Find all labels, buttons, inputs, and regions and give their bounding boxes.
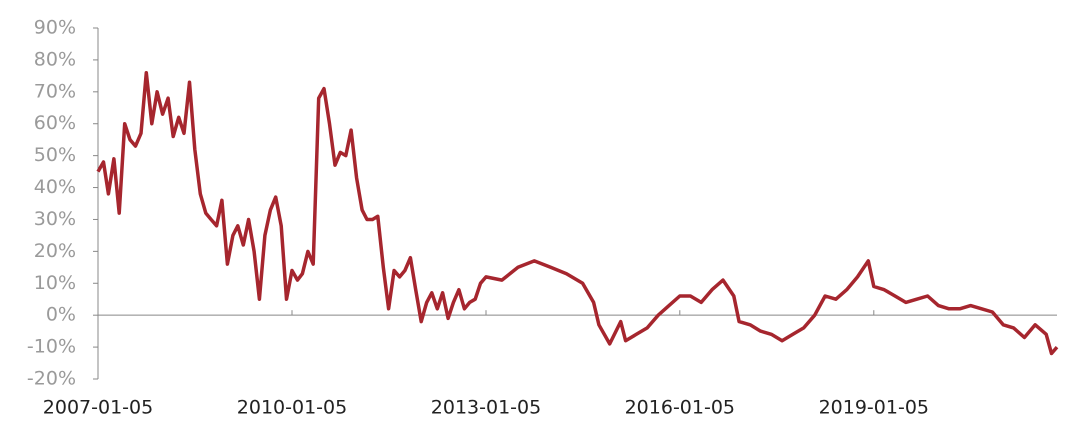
y-tick-label: 80% — [34, 48, 76, 70]
y-tick-label: 20% — [34, 240, 76, 262]
y-tick-label: -20% — [27, 368, 76, 390]
y-tick-label: 0% — [46, 304, 76, 326]
y-tick-label: 90% — [34, 17, 76, 39]
y-tick-label: 50% — [34, 144, 76, 166]
x-tick-label: 2007-01-05 — [43, 397, 153, 419]
y-tick-label: 10% — [34, 272, 76, 294]
data-line — [96, 70, 1059, 356]
x-tick-label: 2016-01-05 — [625, 397, 735, 419]
y-tick-label: 60% — [34, 112, 76, 134]
y-tick-label: 30% — [34, 208, 76, 230]
y-tick-label: 40% — [34, 176, 76, 198]
x-tick-label: 2013-01-05 — [431, 397, 541, 419]
x-tick-label: 2019-01-05 — [819, 397, 929, 419]
x-tick-label: 2010-01-05 — [237, 397, 347, 419]
y-tick-label: 70% — [34, 80, 76, 102]
y-tick-label: -10% — [27, 336, 76, 358]
